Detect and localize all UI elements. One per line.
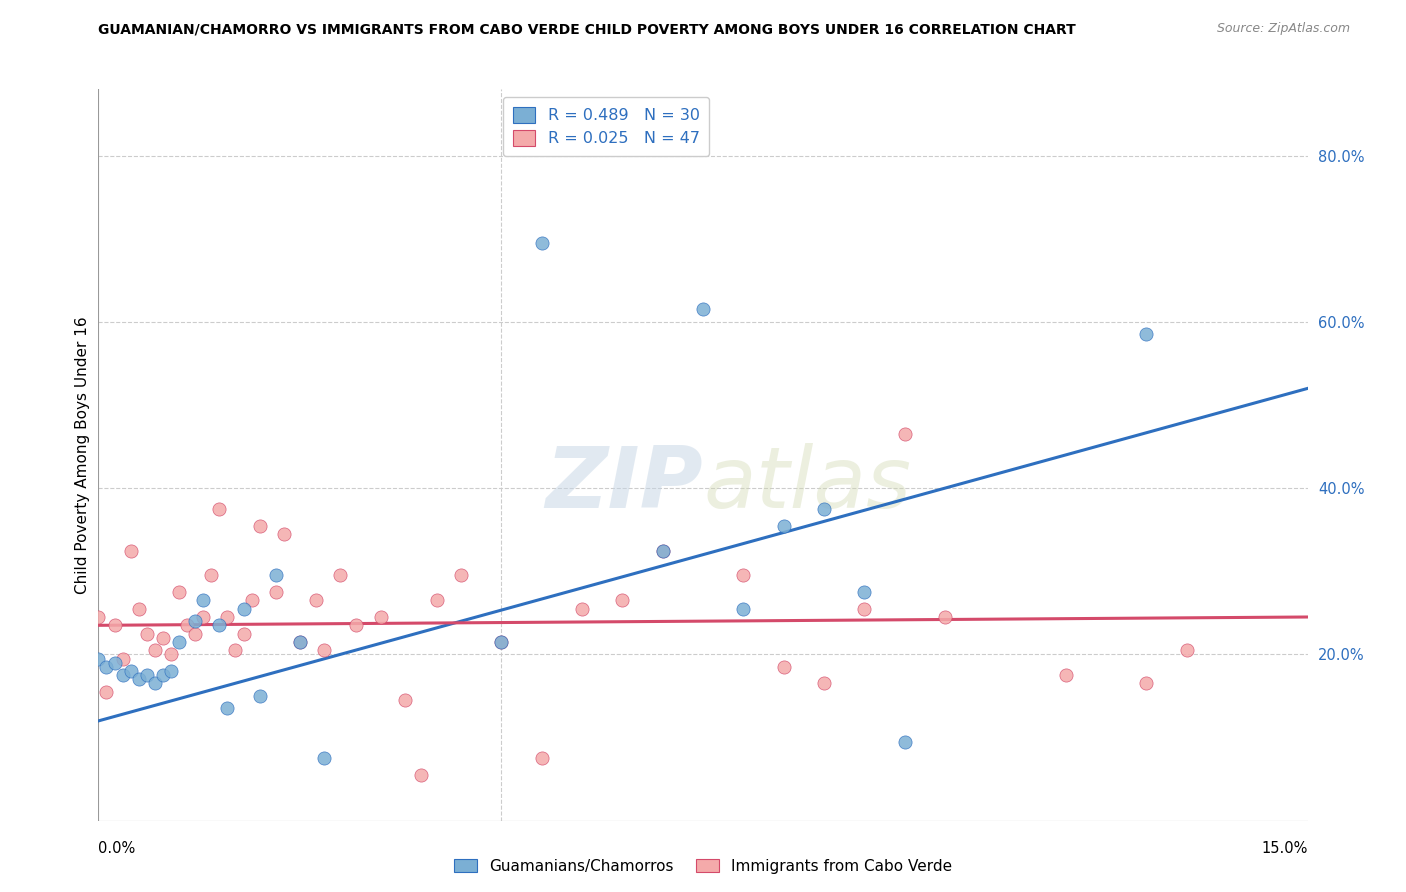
Point [772,660,794,674]
Legend: R = 0.489   N = 30, R = 0.025   N = 47: R = 0.489 N = 30, R = 0.025 N = 47 [503,97,710,156]
Point [143,676,166,690]
Point [232,626,254,640]
Point [103,656,125,670]
Point [853,585,876,599]
Text: 15.0%: 15.0% [1261,841,1308,856]
Point [103,618,125,632]
Point [426,593,449,607]
Point [152,631,174,645]
Point [160,648,183,662]
Point [111,651,134,665]
Point [208,502,231,516]
Point [305,593,328,607]
Point [651,543,673,558]
Point [491,635,513,649]
Point [87,651,110,665]
Point [120,664,142,678]
Point [208,618,231,632]
Point [135,626,157,640]
Point [249,689,271,703]
Point [273,527,295,541]
Text: GUAMANIAN/CHAMORRO VS IMMIGRANTS FROM CABO VERDE CHILD POVERTY AMONG BOYS UNDER : GUAMANIAN/CHAMORRO VS IMMIGRANTS FROM CA… [98,22,1076,37]
Point [128,673,150,687]
Point [530,235,553,250]
Point [288,635,311,649]
Point [344,618,367,632]
Point [1135,676,1157,690]
Point [530,751,553,765]
Point [394,693,416,707]
Point [167,635,190,649]
Point [120,543,142,558]
Point [128,601,150,615]
Point [143,643,166,657]
Point [96,660,118,674]
Point [314,643,336,657]
Point [733,601,755,615]
Point [240,593,263,607]
Point [96,685,118,699]
Point [450,568,472,582]
Point [200,568,222,582]
Point [813,502,835,516]
Text: 0.0%: 0.0% [98,841,135,856]
Point [1175,643,1198,657]
Point [853,601,876,615]
Text: atlas: atlas [703,442,911,525]
Point [167,585,190,599]
Point [612,593,634,607]
Point [329,568,352,582]
Point [1054,668,1077,682]
Point [184,614,207,628]
Text: Source: ZipAtlas.com: Source: ZipAtlas.com [1216,22,1350,36]
Point [893,734,915,748]
Point [813,676,835,690]
Point [184,626,207,640]
Point [111,668,134,682]
Point [152,668,174,682]
Point [772,518,794,533]
Point [135,668,157,682]
Point [370,610,392,624]
Point [288,635,311,649]
Point [934,610,956,624]
Point [87,610,110,624]
Point [314,751,336,765]
Point [264,585,287,599]
Point [224,643,246,657]
Point [176,618,198,632]
Point [733,568,755,582]
Point [893,427,915,442]
Point [409,768,432,782]
Point [1135,327,1157,342]
Point [692,302,714,317]
Legend: Guamanians/Chamorros, Immigrants from Cabo Verde: Guamanians/Chamorros, Immigrants from Ca… [447,853,959,880]
Point [193,593,215,607]
Point [249,518,271,533]
Y-axis label: Child Poverty Among Boys Under 16: Child Poverty Among Boys Under 16 [75,316,90,594]
Point [571,601,593,615]
Point [491,635,513,649]
Text: ZIP: ZIP [546,442,703,525]
Point [264,568,287,582]
Point [217,701,239,715]
Point [651,543,673,558]
Point [232,601,254,615]
Point [193,610,215,624]
Point [217,610,239,624]
Point [160,664,183,678]
